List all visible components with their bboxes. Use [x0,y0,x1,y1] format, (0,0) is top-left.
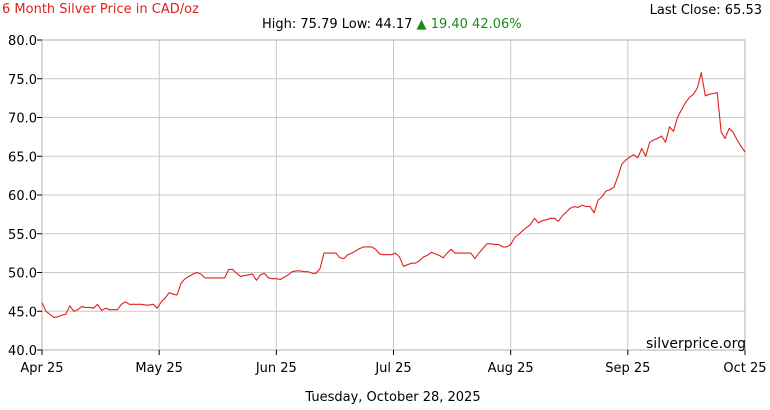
change-value: 19.40 [430,17,468,32]
y-tick-label: 50.0 [8,267,37,282]
last-close-label: Last Close: [649,3,721,18]
change-up-arrow-icon: ▲ [416,17,427,32]
x-tick-label: Oct 25 [723,361,766,376]
x-tick-label: Aug 25 [488,361,534,376]
chart-date: Tuesday, October 28, 2025 [305,390,481,405]
x-tick-label: Apr 25 [20,361,63,376]
x-tick-label: Jun 25 [255,361,297,376]
y-tick-label: 60.0 [8,189,37,204]
last-close-value: 65.53 [724,3,762,18]
low-value: 44.17 [375,17,413,32]
y-tick-label: 75.0 [8,73,37,88]
x-tick-label: Sep 25 [605,361,650,376]
change-percent: 42.06% [472,17,522,32]
high-label: High: [262,17,297,32]
low-label: Low: [341,17,372,32]
y-tick-label: 65.0 [8,150,37,165]
x-tick-label: May 25 [135,361,183,376]
y-tick-label: 40.0 [8,344,37,359]
y-tick-label: 70.0 [8,112,37,127]
price-stats: High: 75.79 Low: 44.17 ▲ 19.40 42.06% [262,17,522,32]
price-series-line [41,72,746,318]
y-tick-label: 55.0 [8,228,37,243]
y-tick-label: 45.0 [8,305,37,320]
watermark: silverprice.org [646,336,746,352]
y-tick-label: 80.0 [8,34,37,49]
x-tick-label: Jul 25 [374,361,411,376]
high-value: 75.79 [300,17,338,32]
chart-title: 6 Month Silver Price in CAD/oz [2,2,199,17]
last-close: Last Close: 65.53 [650,3,762,18]
